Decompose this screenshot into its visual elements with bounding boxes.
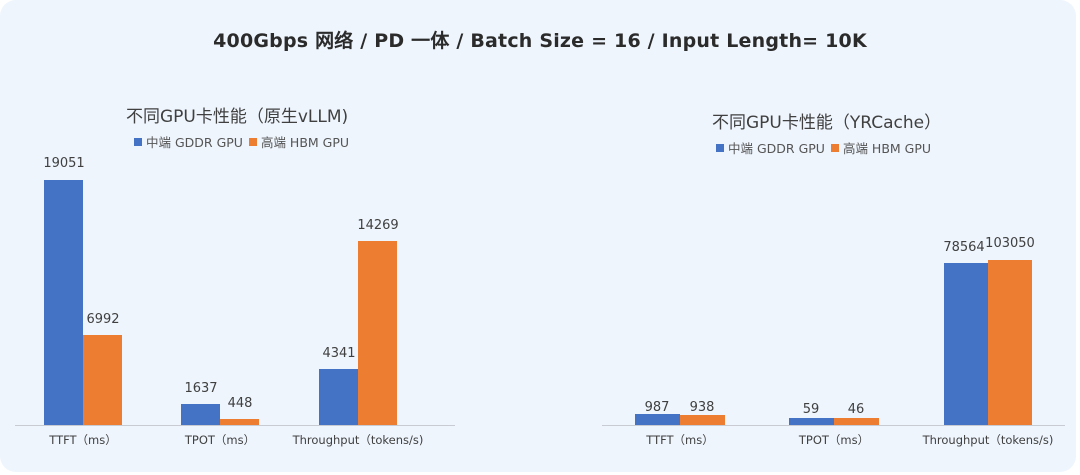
value-label: 46	[847, 402, 865, 417]
page-title: 400Gbps 网络 / PD 一体 / Batch Size = 16 / I…	[213, 30, 867, 52]
bar-tpot-gddr	[789, 418, 834, 425]
category-label: Throughput（tokens/s)	[292, 433, 424, 447]
legend-item-gddr: 中端 GDDR GPU	[716, 138, 825, 157]
legend-label: 高端 HBM GPU	[842, 141, 932, 156]
bar-throughput-hbm	[358, 241, 397, 425]
value-label: 448	[227, 396, 253, 411]
legend-label: 高端 HBM GPU	[260, 135, 350, 150]
value-label: 4341	[322, 346, 356, 361]
value-label: 938	[689, 400, 715, 415]
bar-throughput-hbm	[988, 260, 1032, 425]
legend-item-gddr: 中端 GDDR GPU	[134, 132, 243, 151]
category-label: TTFT（ms）	[646, 433, 714, 447]
category-label: TPOT（ms）	[798, 433, 870, 447]
value-label: 1637	[184, 381, 218, 396]
legend-label: 中端 GDDR GPU	[728, 141, 825, 156]
bar-ttft-gddr	[635, 414, 680, 425]
right-legend: 中端 GDDR GPU 高端 HBM GPU	[716, 138, 937, 157]
bar-ttft-hbm	[83, 335, 122, 425]
category-label: TPOT（ms）	[184, 433, 256, 447]
left-legend: 中端 GDDR GPU 高端 HBM GPU	[134, 132, 355, 151]
value-label: 987	[644, 400, 670, 415]
value-label: 59	[802, 402, 820, 417]
value-label: 19051	[43, 156, 85, 171]
bar-tpot-hbm	[220, 419, 259, 425]
bar-tpot-gddr	[181, 404, 220, 425]
value-label: 78564	[943, 240, 985, 255]
bar-ttft-hbm	[680, 415, 725, 425]
value-label: 6992	[86, 312, 120, 327]
legend-swatch-blue	[716, 143, 724, 152]
category-label: Throughput（tokens/s)	[922, 433, 1054, 447]
left-chart-title: 不同GPU卡性能（原生vLLM)	[126, 107, 349, 127]
bar-throughput-gddr	[944, 263, 988, 425]
legend-item-hbm: 高端 HBM GPU	[830, 138, 932, 157]
value-label: 103050	[985, 236, 1035, 251]
category-label: TTFT（ms）	[49, 433, 117, 447]
x-axis-line	[15, 425, 455, 426]
x-axis-line	[602, 425, 1065, 426]
value-label: 14269	[357, 218, 399, 233]
legend-swatch-orange	[248, 137, 257, 146]
legend-swatch-blue	[134, 137, 142, 146]
bar-throughput-gddr	[319, 369, 358, 425]
legend-swatch-orange	[830, 143, 839, 152]
legend-item-hbm: 高端 HBM GPU	[248, 132, 350, 151]
right-chart-title: 不同GPU卡性能（YRCache）	[712, 113, 942, 133]
legend-label: 中端 GDDR GPU	[146, 135, 243, 150]
bar-tpot-hbm	[834, 418, 879, 425]
bar-ttft-gddr	[44, 180, 83, 425]
